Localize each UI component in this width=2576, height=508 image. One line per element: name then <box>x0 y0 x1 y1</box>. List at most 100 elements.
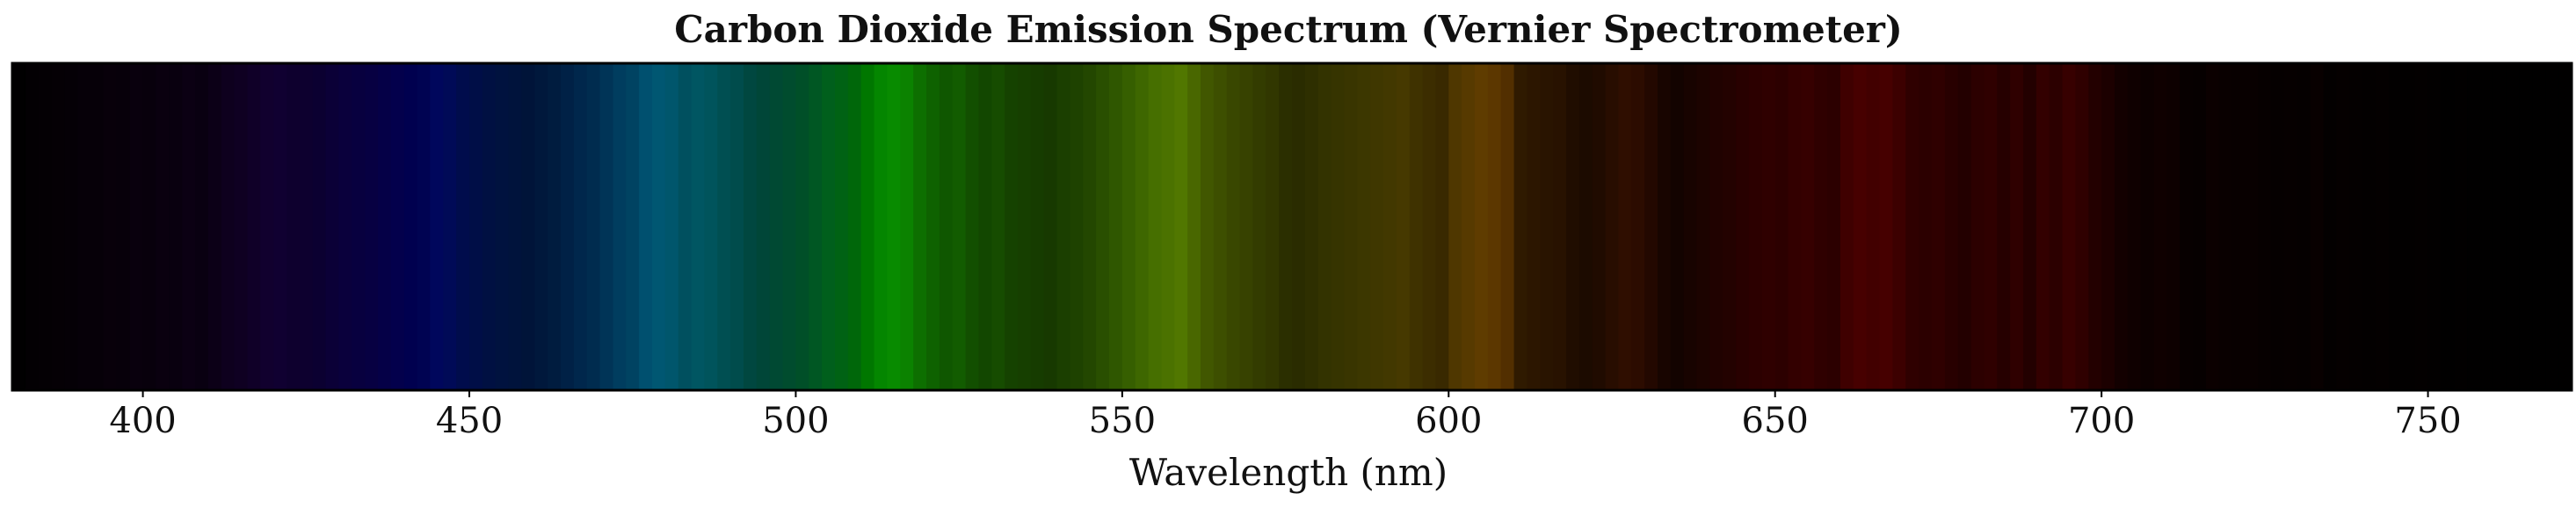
spectrum-band <box>156 63 171 390</box>
spectrum-band <box>142 63 157 390</box>
spectrum-band <box>430 63 445 390</box>
spectrum-band <box>730 63 744 390</box>
spectrum-band <box>2467 63 2481 390</box>
spectrum-band <box>1566 63 1580 390</box>
spectrum-band <box>2480 63 2494 390</box>
spectrum-band <box>299 63 314 390</box>
spectrum-band <box>2284 63 2298 390</box>
spectrum-band <box>1135 63 1150 390</box>
spectrum-band <box>1658 63 1672 390</box>
spectrum-band <box>1500 63 1515 390</box>
spectrum-band <box>717 63 731 390</box>
spectrum-band <box>91 63 105 390</box>
spectrum-band <box>104 63 118 390</box>
spectrum-band <box>2441 63 2456 390</box>
spectrum-band <box>495 63 510 390</box>
spectrum-band <box>38 63 53 390</box>
spectrum-band <box>678 63 693 390</box>
spectrum-band <box>926 63 940 390</box>
spectrum-band <box>1213 63 1228 390</box>
spectrum-band <box>169 63 183 390</box>
spectrum-band <box>1696 63 1711 390</box>
spectrum-band <box>287 63 301 390</box>
spectrum-band <box>2532 63 2547 390</box>
spectrum-band <box>2062 63 2077 390</box>
spectrum-band <box>338 63 353 390</box>
spectrum-band <box>1513 63 1528 390</box>
spectrum-band <box>2023 63 2037 390</box>
spectrum-band <box>1866 63 1881 390</box>
spectrum-band <box>1462 63 1476 390</box>
spectrum-band <box>221 63 236 390</box>
x-tick-label: 750 <box>2394 401 2461 441</box>
spectrum-band <box>234 63 249 390</box>
spectrum-band <box>1749 63 1763 390</box>
spectrum-band <box>913 63 927 390</box>
spectrum-band <box>900 63 914 390</box>
spectrum-band <box>51 63 66 390</box>
spectrum-band <box>2519 63 2534 390</box>
spectrum-band <box>1083 63 1097 390</box>
spectrum-band <box>352 63 366 390</box>
x-tick-label: 450 <box>436 401 503 441</box>
spectrum-band <box>860 63 875 390</box>
spectrum-band <box>2245 63 2260 390</box>
spectrum-band <box>2297 63 2311 390</box>
spectrum-band <box>952 63 967 390</box>
spectrum-band <box>417 63 432 390</box>
spectrum-band <box>2088 63 2102 390</box>
spectrum-band <box>1370 63 1384 390</box>
spectrum-band <box>809 63 823 390</box>
spectrum-band <box>1252 63 1267 390</box>
spectrum-band <box>2010 63 2024 390</box>
spectrum-band <box>443 63 457 390</box>
spectrum-band <box>2427 63 2442 390</box>
spectrum-band <box>1605 63 1620 390</box>
spectrum-band <box>1709 63 1724 390</box>
spectrum-band <box>378 63 392 390</box>
spectrum-band <box>599 63 614 390</box>
spectrum-band <box>1448 63 1462 390</box>
spectrum-band <box>2558 63 2572 390</box>
spectrum-band <box>1409 63 1424 390</box>
spectrum-band <box>2193 63 2207 390</box>
spectrum-band <box>2506 63 2521 390</box>
spectrum-band <box>1121 63 1136 390</box>
spectrum-band <box>991 63 1005 390</box>
spectrum-band <box>2362 63 2376 390</box>
spectrum-band <box>1592 63 1607 390</box>
spectrum-band <box>2545 63 2559 390</box>
spectrum-band <box>1853 63 1868 390</box>
spectrum-band <box>1056 63 1071 390</box>
spectrum-band <box>2336 63 2351 390</box>
spectrum-band <box>2206 63 2220 390</box>
spectrum-band <box>182 63 196 390</box>
spectrum-band <box>548 63 562 390</box>
spectrum-band <box>2180 63 2194 390</box>
spectrum-band <box>1932 63 1946 390</box>
spectrum-band <box>664 63 679 390</box>
spectrum-band <box>1344 63 1359 390</box>
spectrum-band <box>1174 63 1188 390</box>
spectrum-band <box>207 63 222 390</box>
spectrum-band <box>1357 63 1371 390</box>
spectrum-band <box>2166 63 2181 390</box>
spectrum-band <box>1018 63 1032 390</box>
spectrum-band <box>769 63 784 390</box>
spectrum-band <box>1905 63 1919 390</box>
spectrum-band <box>1201 63 1215 390</box>
spectrum-band <box>1239 63 1254 390</box>
spectrum-band <box>1631 63 1645 390</box>
spectrum-band <box>822 63 836 390</box>
spectrum-band <box>2075 63 2090 390</box>
spectrum-band <box>129 63 144 390</box>
spectrum-band <box>626 63 640 390</box>
spectrum-band <box>1578 63 1593 390</box>
spectrum-band <box>756 63 771 390</box>
spectrum-band <box>939 63 954 390</box>
spectrum-band <box>508 63 523 390</box>
spectrum-band <box>1475 63 1489 390</box>
x-axis-label: Wavelength (nm) <box>1129 451 1448 494</box>
spectrum-band <box>1487 63 1502 390</box>
